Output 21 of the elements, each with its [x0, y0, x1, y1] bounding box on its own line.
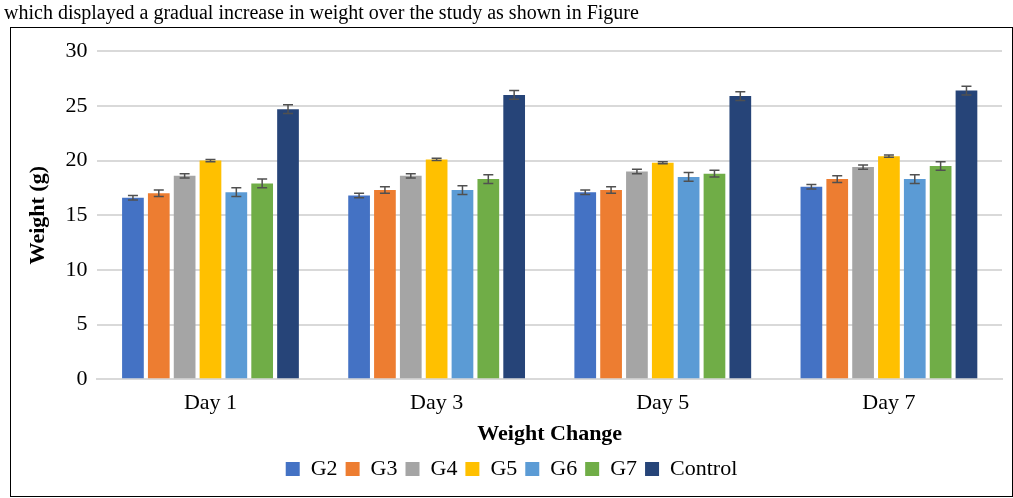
- y-tick-label: 0: [76, 364, 88, 390]
- y-tick-label: 5: [76, 310, 88, 336]
- text: which displayed a gradual increase in weight over the study as shown in Figure: [4, 1, 639, 23]
- legend-label: G4: [430, 454, 458, 480]
- y-tick-label: 15: [65, 200, 88, 226]
- x-tick-label: Day 1: [183, 389, 238, 415]
- y-tick-label: 25: [65, 91, 88, 117]
- legend-label: G6: [550, 454, 578, 480]
- x-tick-label: Day 5: [636, 389, 690, 415]
- x-axis-title: Weight Change: [477, 420, 623, 446]
- legend-label: G7: [610, 454, 638, 480]
- y-tick-label: 10: [65, 255, 88, 281]
- y-axis-title: Weight (g): [23, 166, 49, 265]
- x-tick-label: Day 7: [862, 389, 916, 415]
- legend-label: G2: [310, 454, 338, 480]
- legend-label: G3: [370, 454, 398, 480]
- x-tick-label: Day 3: [410, 389, 464, 415]
- y-tick-label: 20: [65, 146, 88, 172]
- legend-label: G5: [490, 454, 518, 480]
- legend-label: Control: [670, 454, 738, 480]
- y-tick-label: 30: [65, 36, 88, 62]
